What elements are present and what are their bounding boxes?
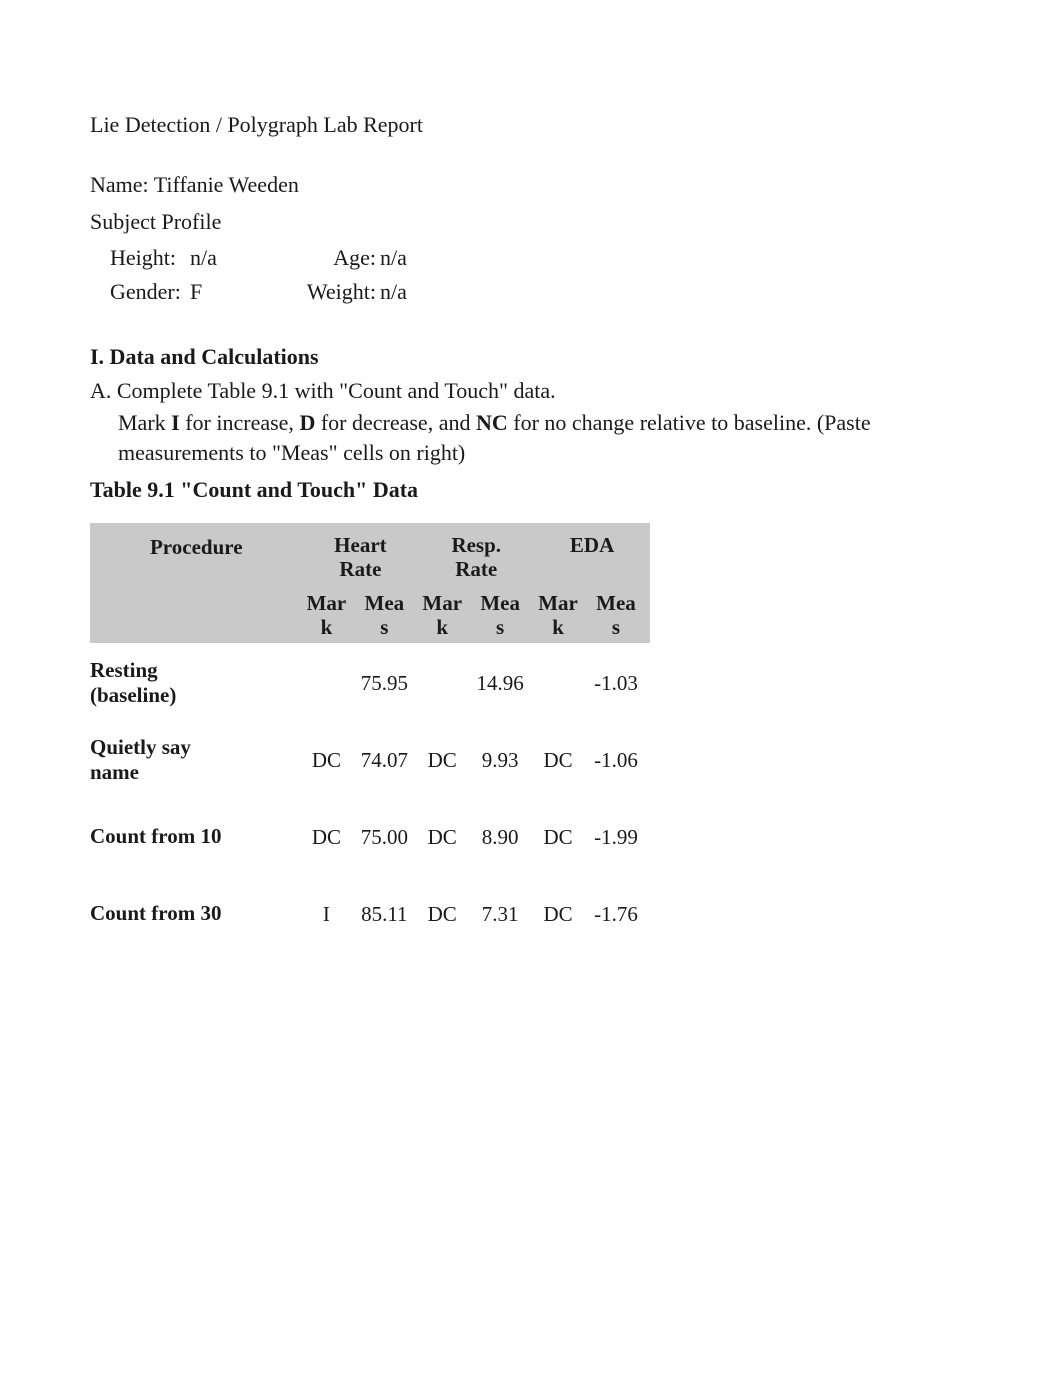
- table-row: Count from 30 I 85.11 DC 7.31 DC -1.76: [90, 875, 650, 951]
- mark-bot: k: [321, 615, 333, 639]
- meas-bot: s: [612, 615, 620, 639]
- hr-meas: 75.95: [350, 644, 418, 721]
- meas-top: Mea: [480, 591, 520, 615]
- rr-mark-header: Mark: [418, 587, 466, 645]
- rr-meas-header: Meas: [466, 587, 534, 645]
- mark-bot: k: [552, 615, 564, 639]
- table-row: Resting (baseline) 75.95 14.96 -1.03: [90, 644, 650, 721]
- rr-meas: 8.90: [466, 798, 534, 875]
- eda-mark: [534, 644, 582, 721]
- height-label: Height:: [110, 243, 190, 273]
- row-label-l1: Resting: [90, 658, 158, 682]
- eda-meas-header: Meas: [582, 587, 650, 645]
- procedure-header: Procedure: [90, 523, 303, 645]
- row-label: Count from 30: [90, 875, 303, 951]
- eda-mark-header: Mark: [534, 587, 582, 645]
- row-label: Resting (baseline): [90, 644, 303, 721]
- section-heading: I. Data and Calculations: [90, 342, 982, 372]
- mark-bot: k: [436, 615, 448, 639]
- instr-mid2: for decrease, and: [315, 410, 476, 435]
- page: Lie Detection / Polygraph Lab Report Nam…: [0, 0, 1062, 991]
- gender-label: Gender:: [110, 277, 190, 307]
- age-value: n/a: [380, 243, 440, 273]
- rr-mark: DC: [418, 721, 466, 798]
- rr-mark: DC: [418, 798, 466, 875]
- row-label-l1: Count from 10: [90, 824, 221, 848]
- age-label: Age:: [250, 243, 380, 273]
- name-line: Name: Tiffanie Weeden: [90, 170, 982, 200]
- heart-rate-header: Heart Rate: [303, 523, 419, 587]
- hr-meas: 85.11: [350, 875, 418, 951]
- rr-mark: DC: [418, 875, 466, 951]
- eda-meas: -1.76: [582, 875, 650, 951]
- weight-label: Weight:: [250, 277, 380, 307]
- data-table: Procedure Heart Rate Resp. Rate EDA Mark…: [90, 523, 650, 951]
- eda-label: EDA: [534, 533, 650, 557]
- row-label-l1: Count from 30: [90, 901, 221, 925]
- table-caption: Table 9.1 "Count and Touch" Data: [90, 475, 982, 505]
- rr-bot: Rate: [455, 557, 497, 581]
- eda-meas: -1.06: [582, 721, 650, 798]
- rr-meas: 9.93: [466, 721, 534, 798]
- instruction-a: A. Complete Table 9.1 with "Count and To…: [90, 376, 982, 406]
- meas-bot: s: [380, 615, 388, 639]
- subject-profile-label: Subject Profile: [90, 207, 982, 237]
- name-label: Name:: [90, 172, 149, 197]
- eda-mark: DC: [534, 875, 582, 951]
- mark-top: Mar: [538, 591, 578, 615]
- gender-value: F: [190, 277, 250, 307]
- hr-meas: 75.00: [350, 798, 418, 875]
- mark-D: D: [299, 410, 315, 435]
- hr-top: Heart: [334, 533, 386, 557]
- rr-meas: 7.31: [466, 875, 534, 951]
- hr-mark: [303, 644, 351, 721]
- instr-mid1: for increase,: [180, 410, 300, 435]
- instr-pre: Mark: [118, 410, 171, 435]
- row-label-l2: (baseline): [90, 683, 176, 707]
- resp-rate-header: Resp. Rate: [418, 523, 534, 587]
- instruction-detail: Mark I for increase, D for decrease, and…: [118, 408, 982, 467]
- row-label-l1: Quietly say: [90, 735, 191, 759]
- eda-meas: -1.99: [582, 798, 650, 875]
- eda-meas: -1.03: [582, 644, 650, 721]
- eda-mark: DC: [534, 798, 582, 875]
- meas-top: Mea: [596, 591, 636, 615]
- profile-grid: Height: n/a Age: n/a Gender: F Weight: n…: [110, 243, 982, 306]
- hr-mark: DC: [303, 798, 351, 875]
- name-value: Tiffanie Weeden: [154, 172, 299, 197]
- rr-meas: 14.96: [466, 644, 534, 721]
- weight-value: n/a: [380, 277, 440, 307]
- eda-mark: DC: [534, 721, 582, 798]
- row-label: Quietly say name: [90, 721, 303, 798]
- report-title: Lie Detection / Polygraph Lab Report: [90, 110, 982, 140]
- table-row: Quietly say name DC 74.07 DC 9.93 DC -1.…: [90, 721, 650, 798]
- mark-top: Mar: [307, 591, 347, 615]
- rr-mark: [418, 644, 466, 721]
- hr-bot: Rate: [339, 557, 381, 581]
- mark-I: I: [171, 410, 180, 435]
- meas-bot: s: [496, 615, 504, 639]
- row-label: Count from 10: [90, 798, 303, 875]
- table-row: Count from 10 DC 75.00 DC 8.90 DC -1.99: [90, 798, 650, 875]
- hr-mark: I: [303, 875, 351, 951]
- hr-mark-header: Mark: [303, 587, 351, 645]
- hr-meas-header: Meas: [350, 587, 418, 645]
- eda-header: EDA: [534, 523, 650, 587]
- meas-top: Mea: [365, 591, 405, 615]
- hr-mark: DC: [303, 721, 351, 798]
- mark-NC: NC: [476, 410, 508, 435]
- mark-top: Mar: [422, 591, 462, 615]
- row-label-l2: name: [90, 760, 139, 784]
- hr-meas: 74.07: [350, 721, 418, 798]
- height-value: n/a: [190, 243, 250, 273]
- rr-top: Resp.: [451, 533, 501, 557]
